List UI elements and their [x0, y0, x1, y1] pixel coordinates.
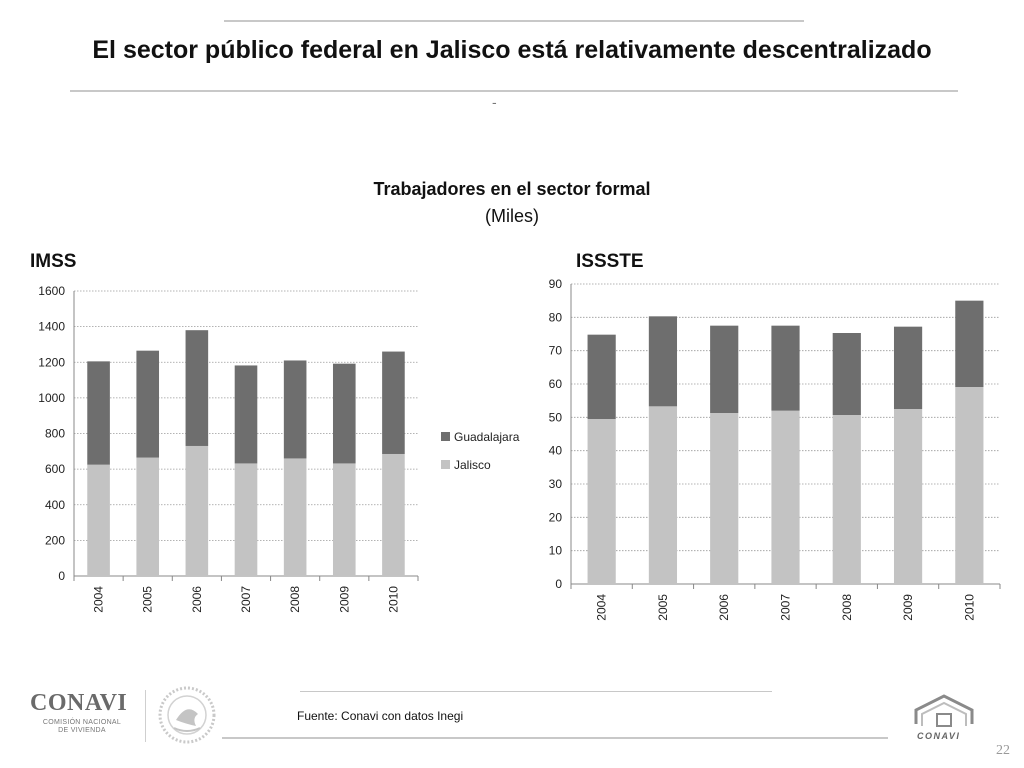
- chart-unit: (Miles): [485, 206, 539, 226]
- bar-guadalajara-2006: [185, 330, 209, 446]
- y-tick-label: 90: [549, 277, 563, 291]
- bar-jalisco-2007: [234, 463, 258, 576]
- y-tick-label: 1400: [38, 320, 65, 334]
- bar-guadalajara-2005: [136, 350, 160, 458]
- bar-jalisco-2007: [771, 410, 800, 584]
- y-tick-label: 80: [549, 310, 563, 324]
- y-tick-label: 800: [45, 427, 65, 441]
- legend-label: Guadalajara: [454, 430, 520, 444]
- y-tick-label: 1200: [38, 355, 65, 369]
- bar-guadalajara-2008: [832, 333, 861, 415]
- logo-divider: [145, 690, 146, 742]
- bar-guadalajara-2007: [234, 365, 258, 464]
- bar-guadalajara-2006: [710, 325, 739, 413]
- bar-guadalajara-2009: [893, 326, 923, 409]
- bar-jalisco-2009: [893, 409, 923, 584]
- issste-label: ISSSTE: [576, 251, 644, 272]
- bar-jalisco-2008: [283, 458, 307, 576]
- bar-jalisco-2010: [955, 387, 984, 584]
- conavi-wordmark: CONAVI: [917, 731, 961, 741]
- x-tick-label: 2005: [656, 594, 670, 621]
- bar-jalisco-2004: [587, 419, 616, 584]
- y-tick-label: 600: [45, 462, 65, 476]
- conavi-logo-name: CONAVI: [30, 690, 128, 716]
- y-tick-label: 50: [549, 410, 563, 424]
- page-number: 22: [996, 743, 1010, 758]
- y-tick-label: 0: [555, 577, 562, 591]
- bar-guadalajara-2010: [382, 351, 405, 454]
- top-rule: [224, 20, 804, 22]
- y-tick-label: 10: [549, 544, 563, 558]
- mexico-seal-icon: [158, 686, 216, 744]
- x-tick-label: 2004: [595, 594, 609, 621]
- bar-jalisco-2006: [185, 445, 209, 576]
- y-tick-label: 20: [549, 510, 563, 524]
- legend-swatch-jalisco: [441, 460, 450, 469]
- y-tick-label: 0: [58, 569, 65, 583]
- bar-guadalajara-2004: [87, 361, 110, 465]
- legend-label: Jalisco: [454, 458, 491, 472]
- y-tick-label: 1000: [38, 391, 65, 405]
- x-tick-label: 2010: [386, 586, 400, 613]
- legend-swatch-guadalajara: [441, 432, 450, 441]
- x-tick-label: 2008: [840, 594, 854, 621]
- title-underline: [70, 90, 958, 92]
- source-note: Fuente: Conavi con datos Inegi: [297, 709, 464, 723]
- y-tick-label: 200: [45, 533, 65, 547]
- bar-guadalajara-2005: [648, 316, 678, 407]
- bar-guadalajara-2008: [283, 360, 307, 459]
- x-tick-label: 2009: [901, 594, 915, 621]
- x-tick-label: 2010: [962, 594, 976, 621]
- footer-rule-top: [300, 691, 772, 692]
- conavi-logo-subtitle: COMISIÓN NACIONAL DE VIVIENDA: [42, 719, 122, 734]
- bar-guadalajara-2004: [587, 334, 616, 419]
- y-tick-label: 30: [549, 477, 563, 491]
- x-tick-label: 2005: [141, 586, 155, 613]
- bar-jalisco-2010: [382, 453, 405, 576]
- x-tick-label: 2004: [92, 586, 106, 613]
- dash-mark: -: [492, 94, 497, 110]
- bar-guadalajara-2007: [771, 325, 800, 411]
- footer-rule-bottom: [222, 737, 888, 739]
- bar-jalisco-2008: [832, 415, 861, 584]
- bar-jalisco-2004: [87, 464, 110, 576]
- y-tick-label: 1600: [38, 284, 65, 298]
- x-tick-label: 2008: [288, 586, 302, 613]
- bar-guadalajara-2009: [332, 363, 356, 464]
- x-tick-label: 2007: [239, 586, 253, 613]
- chart-title: Trabajadores en el sector formal: [373, 179, 651, 199]
- imss-label: IMSS: [30, 251, 77, 272]
- y-tick-label: 400: [45, 498, 65, 512]
- bar-jalisco-2005: [136, 457, 160, 576]
- slide-title: El sector público federal en Jalisco est…: [92, 36, 932, 64]
- x-tick-label: 2009: [337, 586, 351, 613]
- bar-jalisco-2009: [332, 463, 356, 576]
- bar-jalisco-2005: [648, 406, 678, 584]
- x-tick-label: 2007: [779, 594, 793, 621]
- bar-guadalajara-2010: [955, 300, 984, 387]
- conavi-logo: CONAVI COMISIÓN NACIONAL DE VIVIENDA: [30, 688, 140, 744]
- y-tick-label: 40: [549, 444, 563, 458]
- y-tick-label: 70: [549, 344, 563, 358]
- x-tick-label: 2006: [190, 586, 204, 613]
- bar-jalisco-2006: [710, 413, 739, 584]
- house-logo-icon: [914, 694, 974, 727]
- y-tick-label: 60: [549, 377, 563, 391]
- x-tick-label: 2006: [717, 594, 731, 621]
